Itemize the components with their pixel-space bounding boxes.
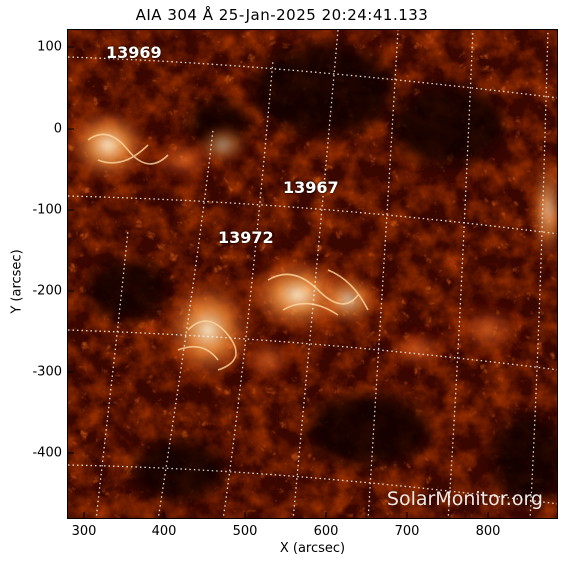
x-tick-label: 500 [232, 524, 258, 539]
y-tick-label: 100 [37, 39, 62, 55]
solar-image-panel: 13969 13967 13972 SolarMonitor.org [67, 29, 558, 519]
y-tick-label: 0 [53, 121, 62, 137]
x-tick-label: 800 [475, 524, 501, 539]
region-label-13972: 13972 [218, 228, 274, 247]
x-axis-label: X (arcsec) [279, 541, 346, 556]
x-tick-label: 600 [313, 524, 339, 539]
image-title: AIA 304 Å 25-Jan-2025 20:24:41.133 [135, 6, 429, 24]
y-tick-label: -400 [32, 445, 62, 461]
y-tick-label: -300 [32, 364, 62, 380]
y-tick-label: -200 [32, 283, 62, 299]
x-tick-label: 300 [71, 524, 97, 539]
watermark-text: SolarMonitor.org [386, 488, 543, 510]
x-tick-label: 400 [151, 524, 177, 539]
region-label-13969: 13969 [106, 43, 162, 62]
solar-image [68, 30, 557, 518]
region-label-13967: 13967 [283, 178, 339, 197]
x-tick-label: 700 [394, 524, 420, 539]
y-tick-label: -100 [32, 202, 62, 218]
y-axis-label: Y (arcsec) [9, 249, 25, 314]
